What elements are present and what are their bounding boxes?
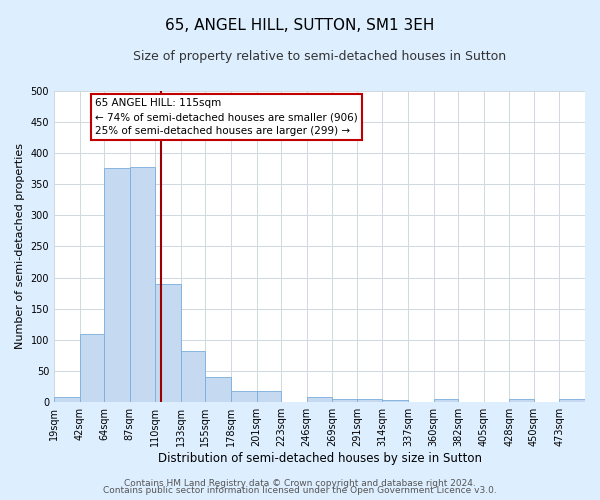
Text: 65, ANGEL HILL, SUTTON, SM1 3EH: 65, ANGEL HILL, SUTTON, SM1 3EH	[166, 18, 434, 32]
Bar	[257, 391, 281, 402]
Text: Contains HM Land Registry data © Crown copyright and database right 2024.: Contains HM Land Registry data © Crown c…	[124, 478, 476, 488]
Bar	[434, 399, 458, 402]
Bar	[307, 397, 332, 402]
Text: Contains public sector information licensed under the Open Government Licence v3: Contains public sector information licen…	[103, 486, 497, 495]
Bar	[231, 391, 257, 402]
Text: 65 ANGEL HILL: 115sqm
← 74% of semi-detached houses are smaller (906)
25% of sem: 65 ANGEL HILL: 115sqm ← 74% of semi-deta…	[95, 98, 358, 136]
Bar	[382, 400, 408, 402]
Bar	[80, 334, 104, 402]
Bar	[155, 284, 181, 402]
X-axis label: Distribution of semi-detached houses by size in Sutton: Distribution of semi-detached houses by …	[158, 452, 482, 465]
Bar	[54, 397, 80, 402]
Bar	[104, 168, 130, 402]
Bar	[332, 399, 357, 402]
Bar	[509, 399, 534, 402]
Bar	[559, 399, 585, 402]
Bar	[130, 166, 155, 402]
Title: Size of property relative to semi-detached houses in Sutton: Size of property relative to semi-detach…	[133, 50, 506, 63]
Bar	[357, 399, 382, 402]
Bar	[205, 378, 231, 402]
Y-axis label: Number of semi-detached properties: Number of semi-detached properties	[15, 144, 25, 350]
Bar	[181, 351, 205, 402]
